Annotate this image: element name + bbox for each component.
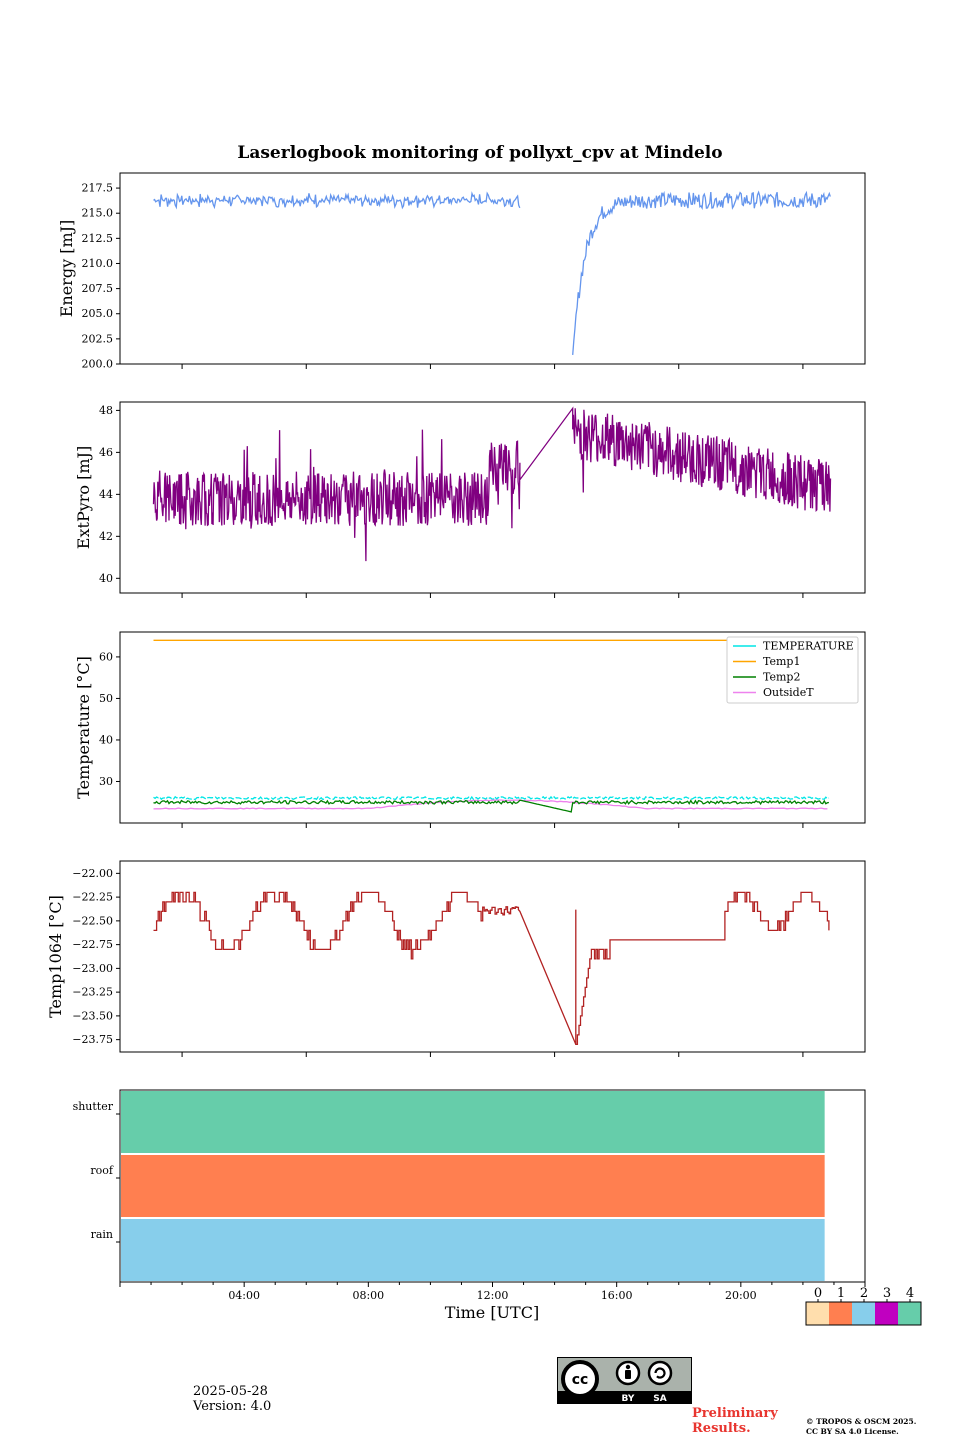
cc-license-badge: cc BY SA bbox=[557, 1357, 692, 1404]
y-tick-label: 50 bbox=[99, 692, 113, 705]
y-tick-label: −22.50 bbox=[72, 914, 113, 927]
version-text: Version: 4.0 bbox=[193, 1399, 272, 1414]
panel-1: 200.0 202.5 205.0 207.5 210.0 212.5 215.0 217.5… bbox=[57, 172, 866, 371]
panel-5: shutter roof rain 04:00 08:00 12:00 16:00 20:00 bbox=[73, 1089, 866, 1302]
date-text: 2025-05-28 bbox=[193, 1384, 268, 1399]
energy-series-line bbox=[153, 191, 521, 210]
series-line-outsidet bbox=[153, 799, 828, 810]
y-tick-label: 44 bbox=[99, 488, 113, 501]
colorbar-swatch bbox=[806, 1302, 829, 1325]
y-axis-label: ExtPyro [mJ] bbox=[74, 446, 93, 549]
legend-label: Temp2 bbox=[763, 671, 800, 684]
copyright-note: © TROPOS & OSCM 2025. CC BY SA 4.0 Licen… bbox=[806, 1417, 916, 1437]
y-tick-label: 207.5 bbox=[82, 282, 114, 295]
preliminary-note: Preliminary Results. bbox=[692, 1406, 778, 1436]
panel-2: 40 42 44 46 48 ExtPyro [mJ] bbox=[74, 401, 866, 598]
legend-label: OutsideT bbox=[763, 686, 814, 699]
y-tick-label: 212.5 bbox=[82, 232, 114, 245]
colorbar-label: 3 bbox=[883, 1286, 891, 1301]
colorbar-label: 0 bbox=[814, 1286, 822, 1301]
y-tick-label: −23.25 bbox=[72, 986, 113, 999]
x-tick-label: 04:00 bbox=[228, 1289, 260, 1302]
legend-box bbox=[726, 636, 859, 704]
preliminary-line-1: Preliminary bbox=[692, 1406, 778, 1421]
colorbar-swatch bbox=[875, 1302, 898, 1325]
y-axis-label: Temp1064 [°C] bbox=[46, 895, 65, 1018]
y-tick-label: −23.00 bbox=[72, 962, 113, 975]
preliminary-line-2: Results. bbox=[692, 1421, 751, 1436]
status-bar-roof bbox=[121, 1155, 825, 1217]
status-bar-rain bbox=[121, 1219, 825, 1281]
sa-icon bbox=[647, 1360, 673, 1386]
colorbar-label: 2 bbox=[860, 1286, 868, 1301]
y-tick-label: 40 bbox=[99, 572, 113, 585]
legend-label: TEMPERATURE bbox=[763, 640, 854, 653]
y-axis-label: Temperature [°C] bbox=[74, 656, 93, 799]
y-tick-label: 217.5 bbox=[82, 182, 114, 195]
y-tick-label: 210.0 bbox=[82, 257, 114, 270]
panel-3: 30 40 50 60 Temperature [°C] TEMPERATURE Temp1… bbox=[74, 631, 866, 828]
status-bar-shutter bbox=[121, 1091, 825, 1153]
colorbar-swatch bbox=[852, 1302, 875, 1325]
y-tick-label: −22.75 bbox=[72, 938, 113, 951]
y-tick-label: −23.50 bbox=[72, 1009, 113, 1022]
sa-label: SA bbox=[653, 1394, 666, 1404]
colorbar-swatch bbox=[898, 1302, 921, 1325]
y-tick-label: 48 bbox=[99, 404, 113, 417]
x-tick-label: 16:00 bbox=[601, 1289, 633, 1302]
colorbar-label: 1 bbox=[837, 1286, 845, 1301]
colorbar-swatch bbox=[829, 1302, 852, 1325]
y-tick-label: −22.25 bbox=[72, 891, 113, 904]
copyright-line-1: © TROPOS & OSCM 2025. bbox=[806, 1417, 917, 1426]
y-tick-label: 30 bbox=[99, 775, 113, 788]
panel-4: −22.00 −22.25 −22.50 −22.75 −23.00 −23.25 −23.… bbox=[46, 860, 866, 1057]
x-tick-label: 12:00 bbox=[477, 1289, 509, 1302]
cc-icon bbox=[561, 1360, 599, 1398]
by-label: BY bbox=[622, 1394, 635, 1404]
series-line-temperature bbox=[153, 795, 830, 801]
y-tick-label: 200.0 bbox=[82, 358, 114, 371]
y-tick-label: 205.0 bbox=[82, 307, 114, 320]
y-tick-label: 40 bbox=[99, 733, 113, 746]
y-tick-label-roof: roof bbox=[90, 1164, 114, 1177]
y-tick-label: 202.5 bbox=[82, 332, 114, 345]
series-line-temp2 bbox=[153, 799, 830, 813]
y-tick-label: −23.75 bbox=[72, 1033, 113, 1046]
x-axis-label: Time [UTC] bbox=[445, 1303, 539, 1322]
chart-title: Laserlogbook monitoring of pollyxt_cpv a… bbox=[237, 143, 722, 163]
extpyro-series-line bbox=[152, 406, 832, 562]
y-tick-label: −22.00 bbox=[72, 867, 113, 880]
y-tick-label-shutter: shutter bbox=[73, 1100, 114, 1113]
x-tick-label: 20:00 bbox=[725, 1289, 757, 1302]
energy-series-line bbox=[572, 190, 831, 355]
temp1064-series-line bbox=[153, 891, 830, 1046]
y-tick-label: 60 bbox=[99, 650, 113, 663]
y-tick-label: 46 bbox=[99, 446, 113, 459]
y-axis-label: Energy [mJ] bbox=[57, 220, 76, 318]
plot-area bbox=[119, 172, 866, 365]
copyright-line-2: CC BY SA 4.0 License. bbox=[806, 1427, 899, 1436]
date-version: 2025-05-28 Version: 4.0 bbox=[193, 1384, 271, 1414]
plot-area bbox=[119, 860, 866, 1053]
legend: TEMPERATURE Temp1 Temp2 OutsideT bbox=[726, 636, 859, 704]
x-tick-label: 08:00 bbox=[352, 1289, 384, 1302]
y-tick-label-rain: rain bbox=[91, 1228, 113, 1241]
y-tick-label: 42 bbox=[99, 530, 113, 543]
legend-label: Temp1 bbox=[763, 655, 800, 668]
y-tick-label: 215.0 bbox=[82, 207, 114, 220]
colorbar-label: 4 bbox=[906, 1286, 914, 1301]
svg-text:cc: cc bbox=[572, 1372, 589, 1388]
